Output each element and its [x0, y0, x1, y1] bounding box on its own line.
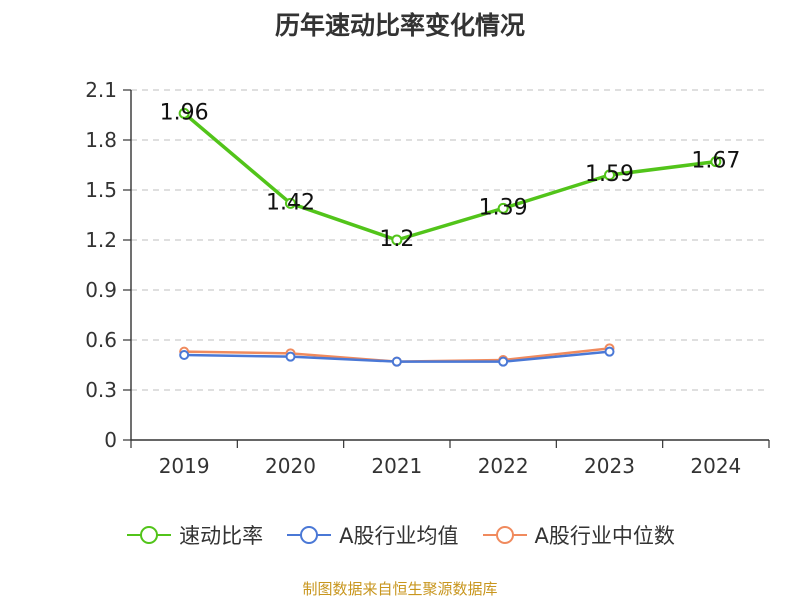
y-tick-label: 1.8	[85, 128, 117, 152]
data-point	[391, 234, 403, 246]
line-chart: 0 0.3 0.6 0.9 1.2 1.5 1.8 2.1 2019 2020 2021 2022 20…	[85, 78, 770, 478]
series-line	[183, 111, 717, 242]
legend-marker-icon	[482, 526, 527, 544]
legend-label: 速动比率	[179, 524, 264, 548]
data-point	[285, 351, 296, 362]
data-point	[604, 169, 615, 181]
y-tick-label: 0.6	[85, 328, 117, 352]
x-tick-label: 2024	[690, 454, 741, 478]
data-point	[285, 197, 296, 209]
legend-circle	[495, 526, 514, 544]
legend-label: A股行业中位数	[534, 524, 675, 548]
legend-circle	[140, 526, 159, 544]
y-tick-label: 0.9	[85, 278, 117, 302]
data-point	[604, 346, 615, 357]
legend-marker-icon	[127, 526, 172, 544]
legend-item[interactable]: A股行业中位数	[481, 520, 675, 550]
data-point	[497, 202, 509, 214]
data-point	[710, 156, 722, 168]
legend-circle	[300, 526, 319, 544]
x-tick-label: 2021	[371, 454, 422, 478]
data-label: 1.39	[479, 195, 528, 220]
legend-marker-icon	[287, 526, 332, 544]
chart-title: 历年速动比率变化情况	[274, 11, 525, 40]
data-point	[178, 107, 190, 119]
data-point	[391, 356, 402, 367]
y-tick-label: 0.3	[85, 378, 117, 402]
data-point	[179, 350, 190, 360]
data-label: 1.67	[691, 149, 740, 174]
data-source-note: 制图数据来自恒生聚源数据库	[302, 580, 498, 598]
data-label: 1.2	[379, 227, 414, 252]
x-tick-label: 2022	[478, 454, 529, 478]
y-tick-label: 0	[104, 428, 117, 452]
x-tick-label: 2023	[584, 454, 635, 478]
legend-item[interactable]: 速动比率	[125, 520, 263, 550]
legend-label: A股行业均值	[339, 524, 459, 548]
chart-legend: 速动比率 A股行业均值 A股行业中位数	[0, 520, 800, 550]
data-label: 1.96	[160, 100, 209, 125]
y-tick-label: 1.5	[85, 178, 117, 202]
data-point	[498, 356, 509, 367]
data-label: 1.59	[585, 162, 634, 187]
x-tick-label: 2019	[159, 454, 210, 478]
x-tick-label: 2020	[265, 454, 316, 478]
data-label: 1.42	[266, 190, 315, 215]
legend-item[interactable]: A股行业均值	[285, 520, 459, 550]
y-tick-label: 2.1	[85, 78, 117, 102]
y-tick-label: 1.2	[85, 228, 117, 252]
